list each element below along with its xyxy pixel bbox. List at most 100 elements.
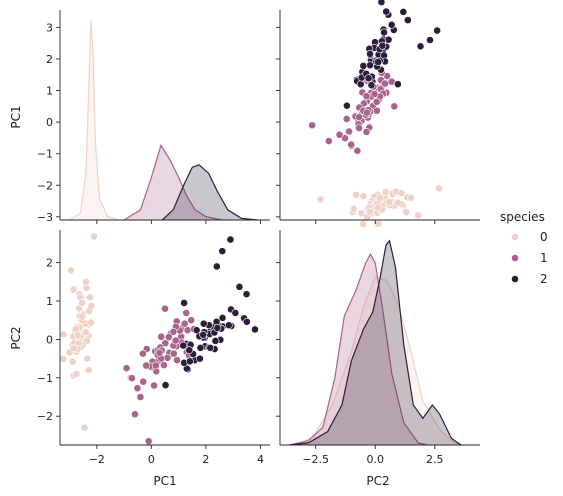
scatter-pc1-pc2-point-1-52 xyxy=(144,437,153,446)
scatter-pc2-pc1-point-2-11 xyxy=(366,61,374,70)
scatter-pc2-pc1-point-2-44 xyxy=(378,41,387,50)
y-axis-label-pc2: PC2 xyxy=(9,326,23,349)
panel-pc2-vs-pc1-scatter xyxy=(279,0,480,229)
scatter-pc1-pc2-point-2-44 xyxy=(213,323,222,332)
scatter-pc1-pc2-point-1-48 xyxy=(122,364,131,373)
scatter-pc1-pc2-point-1-35 xyxy=(169,327,178,336)
scatter-pc2-pc1-point-2-48 xyxy=(374,58,382,67)
x-pc1-row1-ticklabel-1: 0 xyxy=(148,453,155,466)
scatter-pc2-pc1-point-1-43 xyxy=(347,140,356,149)
kde-pc1-fill-2 xyxy=(162,164,258,220)
y-pc2-col0-ticklabel-3: 1 xyxy=(46,295,53,308)
scatter-pc1-pc2-point-1-54 xyxy=(161,304,169,313)
scatter-pc2-pc1-point-1-55 xyxy=(345,127,353,136)
scatter-pc1-pc2-point-1-37 xyxy=(169,349,178,358)
legend-marker-1 xyxy=(511,254,519,262)
scatter-pc1-pc2-point-0-57 xyxy=(83,354,92,363)
kde-pc1-line-2 xyxy=(161,164,258,221)
scatter-pc2-pc1-point-2-49 xyxy=(364,74,373,83)
legend-label-1: 1 xyxy=(540,251,548,265)
scatter-pc1-pc2-point-0-50 xyxy=(90,232,98,241)
scatter-pc1-pc2-point-1-31 xyxy=(142,361,151,370)
scatter-pc1-pc2-point-1-0 xyxy=(182,309,191,317)
scatter-pc1-pc2-point-0-43 xyxy=(81,328,90,337)
scatter-pc1-pc2-point-0-48 xyxy=(78,312,86,321)
scatter-pc1-pc2-point-0-22 xyxy=(59,330,68,339)
scatter-pc2-pc1-point-1-29 xyxy=(362,127,371,136)
scatter-pc2-pc1-point-1-51 xyxy=(324,137,333,145)
scatter-pc2-pc1-point-0-13 xyxy=(359,220,367,229)
scatter-pc2-pc1-point-1-48 xyxy=(353,146,362,155)
scatter-pc1-pc2-point-1-11 xyxy=(161,339,170,348)
x-pc1-row1-ticklabel-3: 4 xyxy=(257,453,264,466)
scatter-pc2-pc1-point-0-50 xyxy=(435,184,443,193)
scatter-pc2-pc1-point-0-43 xyxy=(375,194,384,203)
scatter-pc1-pc2-point-1-29 xyxy=(139,349,147,358)
scatter-pc2-pc1-point-2-25 xyxy=(384,35,393,44)
scatter-pc2-pc1-point-1-49 xyxy=(362,108,371,117)
scatter-pc1-pc2-point-0-18 xyxy=(87,302,96,310)
scatter-pc1-pc2-point-0-58 xyxy=(86,293,94,302)
scatter-pc2-pc1-point-2-51 xyxy=(426,36,434,44)
legend: species 0 1 2 xyxy=(500,210,548,286)
scatter-pc1-pc2-point-2-6 xyxy=(161,381,170,390)
scatter-pc1-pc2-point-2-52 xyxy=(212,262,221,271)
y-pc1-col0-ticklabel-3: 0 xyxy=(46,116,53,129)
scatter-pc2-pc1-point-1-47 xyxy=(372,97,381,106)
x-pc1-row1-ticklabel-0: −2 xyxy=(89,453,105,466)
scatter-pc1-pc2-point-1-49 xyxy=(155,348,164,357)
y-pc1-col0-ticklabel-1: −2 xyxy=(37,179,53,192)
scatter-pc1-pc2-point-0-55 xyxy=(72,370,81,378)
scatter-pc2-pc1-point-2-53 xyxy=(393,80,402,89)
panel-pc1-vs-pc2-scatter xyxy=(59,230,270,446)
scatter-pc1-pc2-point-1-36 xyxy=(180,319,189,328)
scatter-pc1-pc2-point-2-17 xyxy=(242,290,251,299)
scatter-pc1-pc2-point-0-59 xyxy=(69,285,78,294)
scatter-pc2-pc1-point-1-10 xyxy=(341,134,349,143)
scatter-pc2-pc1-point-2-38 xyxy=(367,81,376,90)
scatter-pc2-pc1-point-2-18 xyxy=(377,0,386,7)
y-pc2-col0-ticklabel-4: 2 xyxy=(46,257,53,270)
scatter-pc2-pc1-point-0-56 xyxy=(393,198,402,207)
scatter-pc1-pc2-point-0-52 xyxy=(80,423,89,432)
scatter-pc1-pc2-point-0-8 xyxy=(68,357,77,366)
scatter-pc2-pc1-point-1-21 xyxy=(372,106,381,115)
scatter-pc1-pc2-point-1-41 xyxy=(171,336,180,345)
scatter-pc2-pc1-point-2-30 xyxy=(380,28,388,37)
scatter-pc1-pc2-point-1-50 xyxy=(136,393,145,401)
scatter-pc1-pc2-point-2-53 xyxy=(180,299,188,307)
scatter-pc1-pc2-point-2-31 xyxy=(235,282,244,291)
scatter-pc2-pc1-point-1-39 xyxy=(355,113,363,121)
scatter-pc1-pc2-point-1-51 xyxy=(131,410,139,419)
legend-label-2: 2 xyxy=(540,272,548,286)
scatter-pc1-pc2-point-0-53 xyxy=(84,366,93,375)
scatter-pc1-pc2-point-2-42 xyxy=(185,357,194,366)
legend-marker-2 xyxy=(511,275,519,283)
x-axis-label-pc1: PC1 xyxy=(153,474,176,488)
scatter-pc2-pc1-point-2-34 xyxy=(359,61,368,70)
scatter-pc1-pc2-point-1-18 xyxy=(173,356,181,365)
panel-pc2-kde xyxy=(279,230,480,446)
scatter-pc1-pc2-point-0-49 xyxy=(73,331,82,340)
y-pc2-col0-ticklabel-1: −1 xyxy=(37,372,53,385)
scatter-pc1-pc2-point-0-47 xyxy=(70,344,78,353)
scatter-pc1-pc2-point-0-56 xyxy=(77,299,86,307)
scatter-pc1-pc2-point-0-51 xyxy=(67,266,75,275)
scatter-pc1-pc2-point-1-55 xyxy=(139,377,148,386)
scatter-pc1-pc2-point-0-54 xyxy=(82,277,90,286)
kde-pc2-line-1 xyxy=(289,252,428,446)
legend-label-0: 0 xyxy=(540,230,548,244)
scatter-pc2-pc1-point-2-6 xyxy=(342,101,351,110)
scatter-pc1-pc2-point-1-21 xyxy=(157,332,166,341)
scatter-pc1-pc2-point-1-40 xyxy=(160,361,168,370)
scatter-pc1-pc2-point-1-43 xyxy=(128,374,136,383)
kde-pc1-fill-1 xyxy=(124,145,223,220)
scatter-pc1-pc2-point-2-38 xyxy=(179,341,188,350)
scatter-pc2-pc1-point-2-32 xyxy=(366,49,374,58)
scatter-pc2-pc1-point-1-54 xyxy=(390,102,399,111)
scatter-pc2-pc1-point-0-47 xyxy=(365,207,374,216)
scatter-pc1-pc2-point-2-35 xyxy=(231,309,240,317)
y-pc1-col0-ticklabel-5: 2 xyxy=(46,53,53,66)
scatter-pc2-pc1-point-0-22 xyxy=(374,219,383,228)
